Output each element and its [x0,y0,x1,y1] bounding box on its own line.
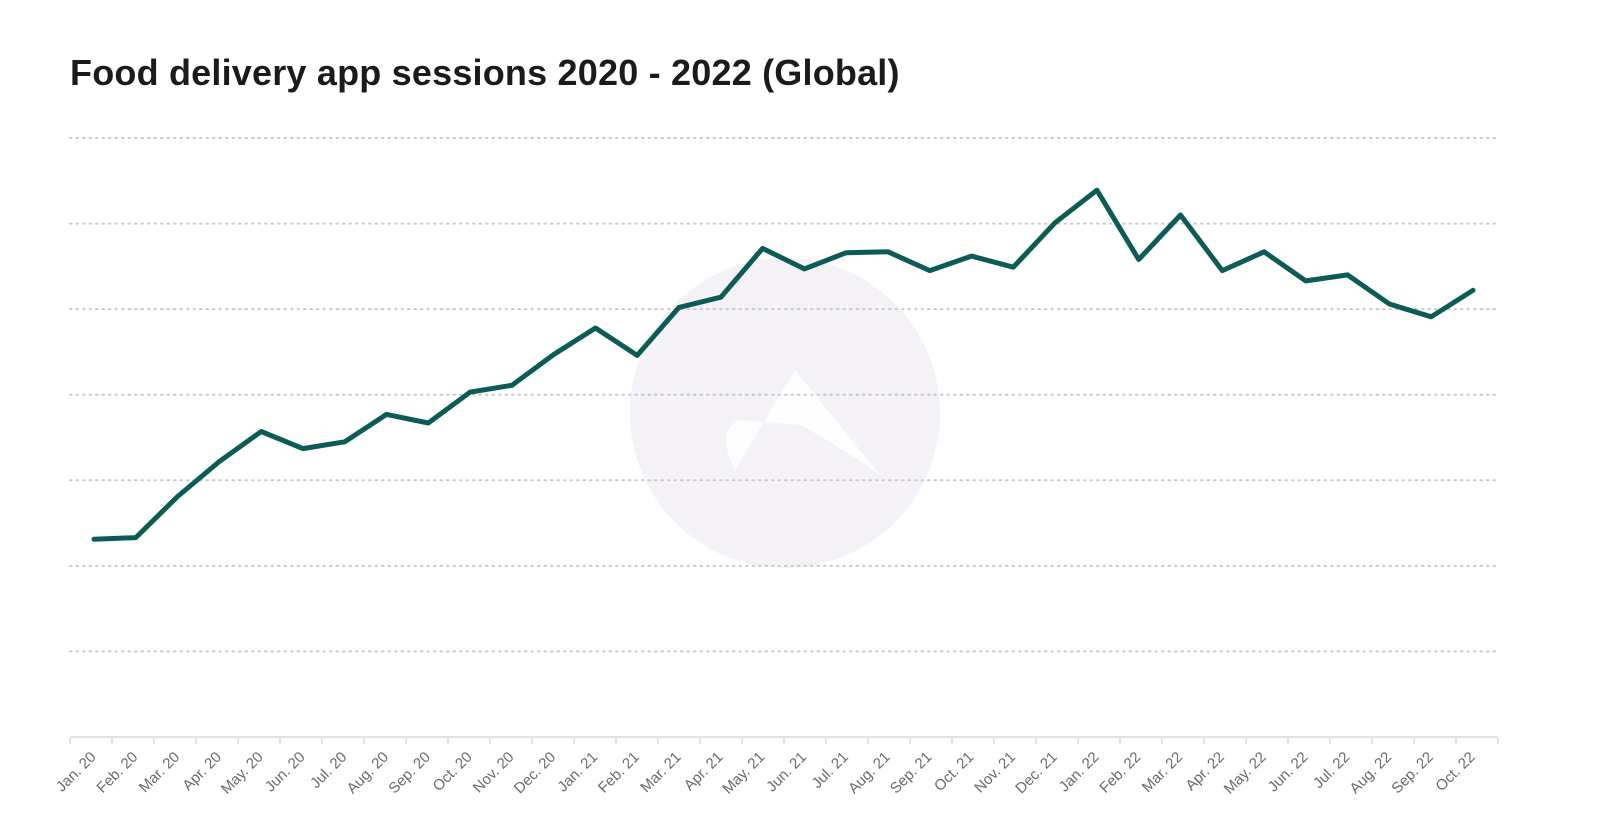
x-tick-label: Jun. 22 [1265,749,1312,796]
x-tick-label: Aug. 20 [344,749,393,798]
x-tick-label: May. 22 [1221,749,1270,798]
x-tick-label: Feb. 21 [595,749,643,797]
x-tick-label: Sep. 21 [887,749,936,798]
x-tick-label: Jun. 21 [763,749,810,796]
x-tick-label: Jan. 20 [53,749,100,796]
x-tick-label: Mar. 22 [1139,749,1186,796]
x-tick-label: Mar. 20 [136,749,183,796]
x-tick-label: Oct. 22 [1432,749,1478,795]
x-tick-label: Dec. 20 [511,749,560,798]
x-tick-label: Dec. 21 [1012,749,1061,798]
x-axis [69,736,1499,744]
x-tick-label: Feb. 20 [93,749,141,797]
series-layer [91,187,1476,542]
x-tick-label: Aug. 22 [1346,749,1395,798]
x-tick-label: Oct. 20 [430,749,476,795]
x-tick-label: Apr. 20 [179,749,225,795]
chart-title: Food delivery app sessions 2020 - 2022 (… [70,52,900,93]
x-tick-label: Nov. 20 [470,749,518,797]
x-tick-label: Jan. 21 [554,749,601,796]
series-line [91,187,1476,542]
x-tick-label: Aug. 21 [845,749,894,798]
x-tick-label: Oct. 21 [931,749,977,795]
gridlines [69,137,1499,653]
watermark-glyph [726,370,880,475]
x-tick-label: Apr. 22 [1182,749,1228,795]
x-tick-label: May. 21 [719,749,768,798]
watermark-logo [630,258,940,568]
x-tick-label: Feb. 22 [1096,749,1144,797]
x-tick-label: May. 20 [218,749,267,798]
x-tick-label: Jan. 22 [1056,749,1103,796]
x-tick-label: Nov. 21 [971,749,1019,797]
x-tick-label: Mar. 21 [637,749,684,796]
x-tick-label: Sep. 22 [1388,749,1437,798]
x-tick-label: Apr. 21 [681,749,727,795]
x-tick-label: Sep. 20 [385,749,434,798]
x-tick-label: Jun. 20 [262,749,309,796]
